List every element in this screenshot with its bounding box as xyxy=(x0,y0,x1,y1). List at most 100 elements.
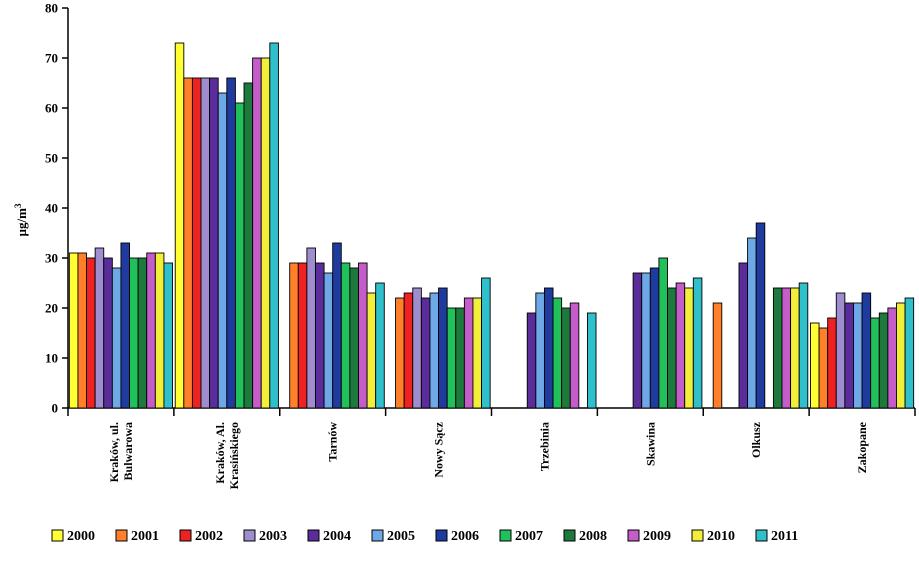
bar-2004-4 xyxy=(526,312,537,409)
y-tick-label: 60 xyxy=(45,101,58,116)
bar-2000-1 xyxy=(174,42,185,409)
bar-2003-1 xyxy=(200,77,211,409)
bar-2006-6 xyxy=(755,222,766,409)
bar-2011-4 xyxy=(586,312,597,409)
bar-2000-0 xyxy=(68,252,79,409)
bar-2001-0 xyxy=(77,252,87,409)
y-tick-label: 70 xyxy=(45,51,58,66)
bar-2010-1 xyxy=(260,57,271,409)
bar-2002-1 xyxy=(191,77,202,409)
bar-2004-6 xyxy=(738,262,749,409)
bar-2006-3 xyxy=(438,287,448,409)
bar-2006-7 xyxy=(861,292,872,409)
bar-2001-1 xyxy=(183,77,193,409)
y-tick-label: 80 xyxy=(45,1,58,16)
bar-2011-1 xyxy=(269,42,279,409)
bars xyxy=(68,42,915,409)
bar-2004-2 xyxy=(315,262,325,409)
bar-2009-6 xyxy=(781,287,792,409)
bar-2011-0 xyxy=(163,262,173,409)
legend-label-2011: 2011 xyxy=(771,529,798,544)
legend-label-2000: 2000 xyxy=(67,529,95,544)
bar-2006-2 xyxy=(332,242,342,409)
bar-2005-2 xyxy=(323,272,334,409)
bar-2009-1 xyxy=(252,57,262,409)
bar-2007-3 xyxy=(446,307,457,409)
legend-swatch-2004 xyxy=(307,529,320,542)
x-category-label: Trzebinia xyxy=(537,422,551,471)
bar-2008-2 xyxy=(349,267,359,409)
bar-2008-3 xyxy=(455,307,465,409)
legend: 2000 2001 2002 2003 2004 2005 2006 2007 2008 2009… xyxy=(51,529,798,544)
legend-swatch-2007 xyxy=(499,529,512,542)
x-category-label: Zakopane xyxy=(855,421,869,473)
x-category-label: Nowy Sącz xyxy=(432,421,446,477)
bar-2003-2 xyxy=(306,247,316,409)
bar-2011-7 xyxy=(904,297,915,409)
bar-2007-7 xyxy=(870,317,880,409)
legend-swatch-2001 xyxy=(115,529,128,542)
legend-swatch-2008 xyxy=(563,529,576,542)
bar-2004-3 xyxy=(420,297,431,409)
bar-2005-1 xyxy=(217,92,228,409)
bar-2005-6 xyxy=(747,237,757,409)
bar-2006-1 xyxy=(226,77,236,409)
legend-label-2002: 2002 xyxy=(195,529,223,544)
legend-label-2010: 2010 xyxy=(707,529,735,544)
bar-2011-2 xyxy=(375,282,385,409)
y-tick-label: 40 xyxy=(45,201,58,216)
bar-2001-6 xyxy=(712,302,723,409)
bar-2005-4 xyxy=(535,292,545,409)
bar-2011-5 xyxy=(692,277,703,409)
bar-2010-5 xyxy=(684,287,694,409)
bar-2010-6 xyxy=(790,287,800,409)
bar-2004-7 xyxy=(844,302,854,409)
bar-2004-1 xyxy=(209,77,219,409)
bar-2009-2 xyxy=(358,262,368,409)
bar-2005-5 xyxy=(641,272,651,409)
bar-2007-2 xyxy=(340,262,351,409)
legend-swatch-2010 xyxy=(691,529,704,542)
bar-2001-3 xyxy=(395,297,405,409)
bar-2008-4 xyxy=(561,307,571,409)
bar-2005-3 xyxy=(429,292,440,409)
legend-label-2006: 2006 xyxy=(451,529,479,544)
bar-2008-6 xyxy=(772,287,783,409)
y-tick-label: 30 xyxy=(45,251,58,266)
legend-label-2009: 2009 xyxy=(643,529,671,544)
bar-2010-7 xyxy=(896,302,906,409)
legend-label-2007: 2007 xyxy=(515,529,543,544)
legend-swatch-2009 xyxy=(627,529,640,542)
y-tick-label: 50 xyxy=(45,151,58,166)
bar-2009-7 xyxy=(887,307,897,409)
x-category-label: Kraków, Al.Krasińskiego xyxy=(213,422,241,489)
bar-2010-0 xyxy=(154,252,165,409)
x-category-label: Skawina xyxy=(643,422,657,466)
bar-2001-2 xyxy=(289,262,299,409)
legend-label-2005: 2005 xyxy=(387,529,415,544)
bar-2007-1 xyxy=(234,102,245,409)
bar-2008-1 xyxy=(243,82,254,409)
bar-2009-5 xyxy=(675,282,686,409)
bar-2008-0 xyxy=(137,257,148,409)
legend-swatch-2005 xyxy=(371,529,384,542)
bar-2004-0 xyxy=(103,257,113,409)
bar-2010-2 xyxy=(366,292,377,409)
bar-2005-7 xyxy=(853,302,863,409)
bar-2011-6 xyxy=(798,282,809,409)
bar-2006-0 xyxy=(120,242,130,409)
bar-2007-0 xyxy=(129,257,139,409)
bar-2008-5 xyxy=(667,287,677,409)
x-category-label: Kraków, ul.Bulwarowa xyxy=(107,422,135,482)
x-category-label: Tarnów xyxy=(326,422,340,462)
legend-swatch-2003 xyxy=(243,529,256,542)
x-category-label: Olkusz xyxy=(749,421,763,458)
legend-swatch-2002 xyxy=(179,529,192,542)
legend-label-2001: 2001 xyxy=(131,529,159,544)
legend-swatch-2000 xyxy=(51,529,64,542)
bar-2003-7 xyxy=(835,292,846,409)
bar-2006-5 xyxy=(649,267,660,409)
axis-labels: 0 10 20 30 40 50 60 70 80 µg/m3 Kraków, ul.Bulwaro… xyxy=(13,1,869,490)
